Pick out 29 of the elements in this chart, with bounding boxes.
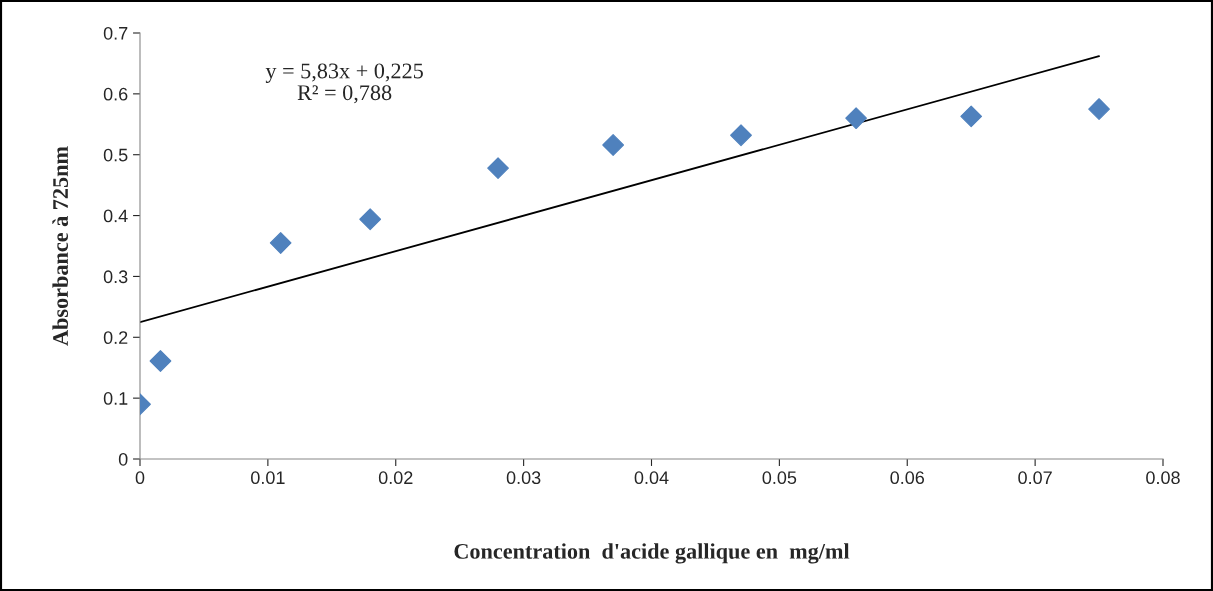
point — [730, 124, 752, 147]
y-tick-label: 0.5 — [103, 148, 128, 162]
point — [149, 350, 172, 372]
x-tick-label: 0.08 — [1146, 471, 1180, 485]
y-tick-label: 0.3 — [103, 270, 128, 284]
annotation: y = 5,83x + 0,225 R² = 0,788 — [265, 63, 423, 104]
point — [845, 107, 867, 130]
x-tick-label: 0.03 — [506, 471, 541, 485]
y-axis-title: Absorbance à 725nm — [52, 146, 69, 346]
point — [602, 134, 625, 156]
x-tick-label: 0.07 — [1018, 471, 1052, 485]
x-tick-label: 0.01 — [251, 471, 285, 485]
y-tick-label: 0.2 — [103, 331, 128, 345]
point — [359, 208, 382, 231]
y-tick-label: 0.6 — [103, 87, 128, 101]
point — [960, 105, 983, 128]
x-tick-label: 0 — [135, 471, 145, 485]
y-tick-label: 0.1 — [103, 392, 128, 405]
point — [1088, 98, 1110, 120]
x-tick-label: 0.04 — [634, 471, 669, 485]
y-tick-label: 0.7 — [103, 26, 128, 40]
point — [269, 232, 292, 254]
x-tick-label: 0.02 — [378, 471, 413, 485]
y-tick-label: 0 — [118, 452, 128, 466]
point — [487, 157, 509, 179]
x-tick-label: 0.05 — [762, 471, 797, 485]
y-tick-label: 0.4 — [103, 209, 128, 223]
x-axis-title: Concentration d'acide gallique en mg/ml — [454, 543, 850, 564]
x-tick-label: 0.06 — [890, 471, 925, 485]
